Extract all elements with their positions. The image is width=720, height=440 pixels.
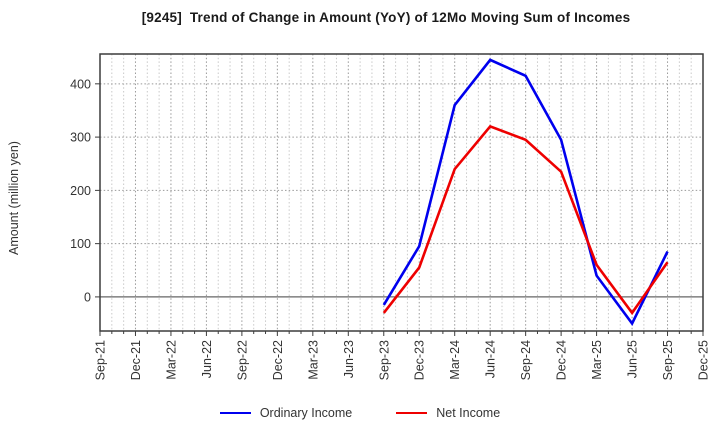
x-tick-label: Dec-24 — [555, 340, 569, 380]
legend: Ordinary Income Net Income — [0, 406, 720, 420]
x-tick-label: Mar-24 — [448, 340, 462, 380]
x-tick-label: Dec-23 — [413, 340, 427, 380]
x-tick-label: Sep-22 — [235, 340, 249, 380]
plot-border — [99, 53, 704, 332]
x-tick-label: Mar-25 — [590, 340, 604, 380]
x-tick-label: Jun-24 — [484, 340, 498, 378]
x-tick-label: Sep-25 — [661, 340, 675, 380]
y-tick-label: 100 — [70, 237, 91, 251]
plot-area: 0 100 200 300 400 Sep-21 Dec-21 Mar-22 Jun-22 Sep… — [70, 53, 711, 380]
net-income-line — [382, 124, 669, 316]
chart-title: [9245] Trend of Change in Amount (YoY) o… — [141, 10, 631, 25]
x-tick-label: Sep-23 — [377, 340, 391, 380]
legend-label-ordinary-income: Ordinary Income — [259, 406, 353, 420]
x-tick-label: Sep-21 — [94, 340, 108, 380]
x-tick-label: Jun-22 — [200, 340, 214, 378]
y-tick-label: 200 — [70, 184, 91, 198]
x-tick-label: Dec-21 — [129, 340, 143, 380]
x-tick-label: Sep-24 — [519, 340, 533, 380]
x-tick-label: Jun-23 — [342, 340, 356, 378]
x-tick-label: Dec-25 — [697, 340, 711, 380]
y-tick-label: 0 — [84, 290, 91, 304]
x-tick-label: Mar-22 — [164, 340, 178, 380]
y-tick-label: 300 — [70, 131, 91, 145]
x-tick-label: Dec-22 — [271, 340, 285, 380]
x-tick-label: Jun-25 — [626, 340, 640, 378]
legend-line-net-income — [396, 412, 428, 414]
legend-line-ordinary-income — [219, 412, 251, 414]
ordinary-income-line — [382, 58, 669, 326]
y-tick-label: 400 — [70, 77, 91, 91]
legend-label-net-income: Net Income — [436, 406, 501, 420]
x-tick-label: Mar-23 — [306, 340, 320, 380]
